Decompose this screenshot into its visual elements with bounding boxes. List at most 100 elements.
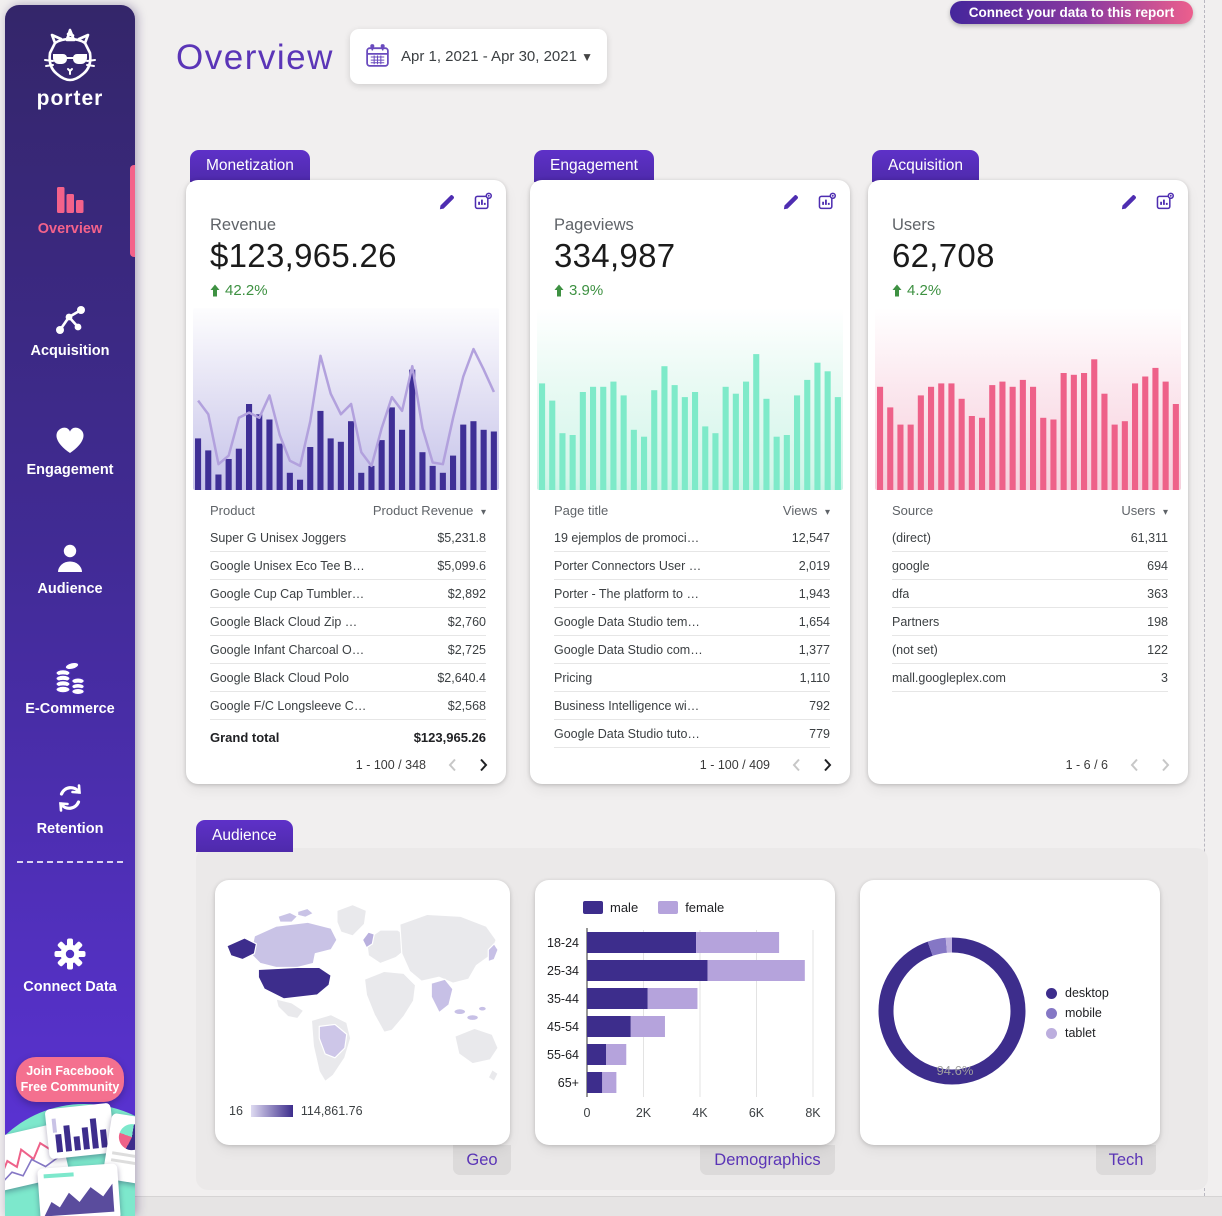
network-icon [5, 297, 135, 337]
tech-card-label: Tech [1096, 1145, 1156, 1175]
arrow-up-icon [554, 284, 564, 297]
join-facebook-community-button[interactable]: Join Facebook Free Community [16, 1057, 124, 1103]
column-header-sort[interactable]: Product Revenue ▾ [372, 502, 486, 518]
sidebar-item-ecommerce[interactable]: E-Commerce [5, 655, 135, 717]
table-pagination: 1 - 100 / 409 [700, 758, 832, 772]
column-header[interactable]: Page title [554, 502, 609, 518]
connect-data-button[interactable]: Connect your data to this report [950, 1, 1193, 24]
table-row: Business Intelligence wi… 792 [554, 692, 830, 720]
column-header-sort[interactable]: Views ▾ [782, 502, 830, 518]
table-row: (not set) 122 [892, 636, 1168, 664]
metric-label: Users [892, 216, 936, 234]
date-range-value: Apr 1, 2021 - Apr 30, 2021 [401, 48, 577, 65]
tech-card: 94.6% desktop mobile tablet [860, 880, 1160, 1145]
sidebar-item-connect-data[interactable]: Connect Data [5, 933, 135, 995]
metric-value: 334,987 [554, 237, 676, 274]
metric-delta: 4.2% [892, 282, 941, 299]
edit-pencil-icon[interactable] [782, 192, 801, 211]
sort-caret-icon: ▾ [824, 506, 830, 518]
pagination-next-icon[interactable] [479, 758, 488, 772]
legend-min-value: 16 [229, 1104, 243, 1118]
metric-delta: 42.2% [210, 282, 268, 299]
metric-card-engagement: Pageviews 334,987 3.9% Page title Views ▾… [530, 180, 850, 784]
demographics-legend: male female [583, 900, 724, 915]
person-icon [5, 535, 135, 575]
pagination-prev-icon[interactable] [448, 758, 457, 772]
column-header[interactable]: Product [210, 502, 255, 518]
svg-text:2K: 2K [636, 1106, 652, 1120]
edit-pencil-icon[interactable] [1120, 192, 1139, 211]
page-views-table: Page title Views ▾ 19 ejemplos de promoci…… [554, 496, 830, 748]
mini-bar-chart-card [44, 1102, 116, 1160]
svg-text:55-64: 55-64 [547, 1048, 579, 1062]
audience-panel: Geo Demographics Tech [196, 848, 1208, 1190]
pageviews-timeseries-chart[interactable] [537, 308, 843, 490]
table-row: Google Black Cloud Polo $2,640.4 [210, 664, 486, 692]
table-row: Super G Unisex Joggers $5,231.8 [210, 524, 486, 552]
dashboard-illustration [5, 1090, 135, 1216]
arrow-up-icon [210, 284, 220, 297]
sidebar-item-audience[interactable]: Audience [5, 535, 135, 597]
svg-text:4K: 4K [692, 1106, 708, 1120]
pagination-prev-icon[interactable] [792, 758, 801, 772]
column-header[interactable]: Source [892, 502, 934, 518]
porter-cat-icon [44, 28, 96, 82]
legend-item-mobile: mobile [1046, 1006, 1109, 1020]
geo-card-label: Geo [453, 1145, 511, 1175]
sidebar-item-engagement[interactable]: Engagement [5, 416, 135, 478]
source-users-table: Source Users ▾ (direct) 61,311 google 694 dfa 3… [892, 496, 1168, 692]
table-row: Google Unisex Eco Tee B… $5,099.6 [210, 552, 486, 580]
metric-delta: 3.9% [554, 282, 603, 299]
pagination-range: 1 - 100 / 348 [355, 758, 426, 772]
metric-card-acquisition: Users 62,708 4.2% Source Users ▾ (direct) 6… [868, 180, 1188, 784]
demographics-bar-chart[interactable]: 0 2K 4K 6K 8K 18-24 25-34 35-44 45-54 55-64 65+ [545, 926, 825, 1131]
svg-text:65+: 65+ [558, 1076, 579, 1090]
chart-config-icon[interactable] [473, 192, 492, 211]
table-row: Google Data Studio com… 1,377 [554, 636, 830, 664]
revenue-timeseries-chart[interactable] [193, 308, 499, 490]
demographics-card: male female 0 2K 4K 6K 8K 18-24 25-34 35-44 45-5… [535, 880, 835, 1145]
world-map[interactable] [221, 888, 504, 1096]
svg-text:25-34: 25-34 [547, 964, 579, 978]
chart-config-icon[interactable] [817, 192, 836, 211]
table-row: Partners 198 [892, 608, 1168, 636]
pagination-prev-icon[interactable] [1130, 758, 1139, 772]
metric-card-monetization: Revenue $123,965.26 42.2% Product Product… [186, 180, 506, 784]
calendar-icon [366, 44, 389, 67]
sort-caret-icon: ▾ [1162, 506, 1168, 518]
sidebar-item-acquisition[interactable]: Acquisition [5, 297, 135, 359]
table-row: mall.googleplex.com 3 [892, 664, 1168, 692]
mini-line-chart-card [5, 1122, 71, 1192]
table-row: google 694 [892, 552, 1168, 580]
sidebar-item-overview[interactable]: Overview [5, 175, 135, 237]
chart-config-icon[interactable] [1155, 192, 1174, 211]
table-row: Porter - The platform to … 1,943 [554, 580, 830, 608]
table-header: Source Users ▾ [892, 496, 1168, 524]
svg-text:18-24: 18-24 [547, 936, 579, 950]
metric-value: $123,965.26 [210, 237, 397, 274]
users-timeseries-chart[interactable] [875, 308, 1181, 490]
table-row: Google Cup Cap Tumbler… $2,892 [210, 580, 486, 608]
tech-donut-chart[interactable]: 94.6% [860, 880, 1160, 1145]
product-revenue-table: Product Product Revenue ▾ Super G Unisex J… [210, 496, 486, 754]
sidebar-item-retention[interactable]: Retention [5, 775, 135, 837]
table-row: Google Data Studio tem… 1,654 [554, 608, 830, 636]
heart-icon [5, 416, 135, 456]
pagination-next-icon[interactable] [1161, 758, 1170, 772]
svg-text:35-44: 35-44 [547, 992, 579, 1006]
table-row: (direct) 61,311 [892, 524, 1168, 552]
table-row: Pricing 1,110 [554, 664, 830, 692]
demographics-card-label: Demographics [700, 1145, 835, 1175]
pagination-range: 1 - 100 / 409 [699, 758, 770, 772]
brand-logo: porter [5, 27, 135, 111]
section-tab-engagement: Engagement [534, 150, 654, 182]
edit-pencil-icon[interactable] [438, 192, 457, 211]
legend-item-female: female [658, 900, 724, 915]
refresh-icon [5, 775, 135, 815]
date-range-picker[interactable]: Apr 1, 2021 - Apr 30, 2021 ▼ [350, 29, 607, 84]
column-header-sort[interactable]: Users ▾ [1121, 502, 1168, 518]
table-row: Google F/C Longsleeve C… $2,568 [210, 692, 486, 720]
sort-caret-icon: ▾ [480, 506, 486, 518]
pagination-next-icon[interactable] [823, 758, 832, 772]
metric-label: Revenue [210, 216, 277, 234]
